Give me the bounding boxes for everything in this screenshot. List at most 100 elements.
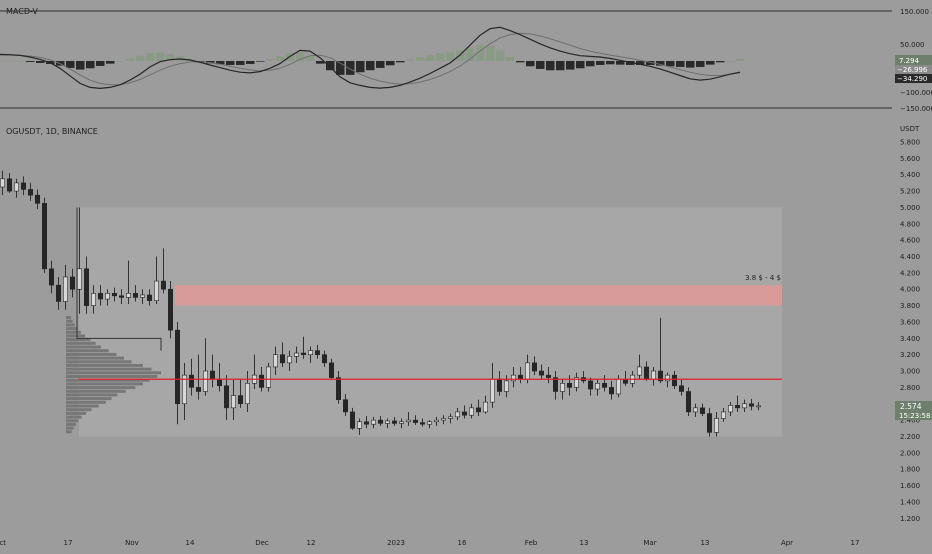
candle-body [398,421,404,424]
histogram-bar [276,56,285,61]
candle-body [601,383,607,388]
candle-body [70,276,76,290]
candle-body [657,370,663,382]
candle-body [321,354,327,364]
price-tick-label: 2.000 [900,449,920,457]
volume-profile-bar [66,352,117,356]
price-tick-label: 5.800 [900,139,920,147]
candle-body [692,407,698,413]
histogram-bar [256,61,265,62]
histogram-bar [356,61,365,73]
candle-body [300,352,306,355]
histogram-bar [636,61,645,65]
histogram-bar [136,55,145,61]
candle-body [664,374,670,382]
candle-body [147,294,153,301]
candle-body [245,383,251,405]
volume-profile-bar [66,393,118,397]
candle-body [314,350,320,355]
time-tick-label: 16 [458,539,467,547]
histogram-bar [736,58,745,61]
candle-body [706,413,712,433]
candle-body [594,383,600,390]
candle-body [265,366,271,388]
volume-profile-bar [66,330,81,334]
volume-profile-bar [66,341,96,345]
price-tick-label: 4.800 [900,220,920,228]
histogram-bar [226,61,235,65]
candle-body [238,395,244,405]
candle-body [391,420,397,424]
candle-body [671,374,677,387]
volume-profile-bar [66,400,106,404]
histogram-bar [386,61,395,66]
candle-body [447,416,453,419]
candle-body [608,387,614,395]
price-tick-label: 4.200 [900,269,920,277]
last-price: 2.574 [900,402,922,411]
histogram-bar [436,53,445,61]
candle-body [203,370,209,392]
price-tick-label: 5.400 [900,171,920,179]
candle-body [7,178,13,192]
candle-body [77,268,83,290]
candle-body [14,182,20,192]
candle-body [119,295,125,298]
candle-body [217,378,223,387]
candle-body [210,370,216,380]
candle-body [231,395,237,409]
histogram-bar [586,61,595,67]
candle-body [510,374,516,382]
time-tick-label: Dec [255,539,269,547]
histogram-bar [66,61,75,68]
candle-body [258,374,264,388]
time-tick-label: Nov [125,539,139,547]
resistance-zone [175,285,782,306]
candle-body [349,411,355,429]
time-tick-label: 13 [580,539,589,547]
volume-profile-bar [66,319,73,323]
histogram-bar [406,59,415,61]
volume-profile-bar [66,371,161,375]
histogram-bar [536,61,545,69]
price-tick-label: 1.400 [900,498,920,506]
histogram-bar [576,61,585,69]
candle-body [545,374,551,378]
price-tick-label: 5.200 [900,188,920,196]
price-tick-label: 5.600 [900,155,920,163]
candle-body [566,383,572,388]
time-tick-label: 13 [701,539,710,547]
volume-profile-bar [66,422,76,426]
time-tick-label: 17 [851,539,860,547]
histogram-bar [516,61,525,63]
candle-body [34,194,40,204]
candle-body [678,385,684,392]
candle-body [650,370,656,380]
candle-body [615,378,621,395]
histogram-bar [166,54,175,61]
price-tick-label: 1.600 [900,482,920,490]
volume-profile-bar [66,356,124,360]
histogram-bar [616,61,625,65]
candle-body [98,293,104,300]
price-tick-label: 4.000 [900,286,920,294]
time-tick-label: 2023 [387,539,405,547]
candle-body [531,362,537,372]
volume-profile-bar [66,349,109,353]
time-axis: Oct 17 Nov 14 Dec 12 2023 16 Feb 13 Mar 13 Apr 17 [0,539,859,547]
volume-profile-bar [66,334,85,338]
volume-profile-bar [66,408,92,412]
candle-body [727,405,733,413]
candle-body [175,329,181,405]
candle-body [126,293,132,298]
last-price-badge-group: 2.574 15:23:58 [895,401,932,420]
volume-profile-bar [66,389,126,393]
candle-body [140,294,146,298]
signal-value-badge [895,65,932,74]
volume-profile-bar [66,386,136,390]
histogram-bar [546,61,555,71]
histogram-bar [706,61,715,65]
candle-body [307,350,313,355]
candle-body [328,362,334,378]
candle-body [734,405,740,409]
